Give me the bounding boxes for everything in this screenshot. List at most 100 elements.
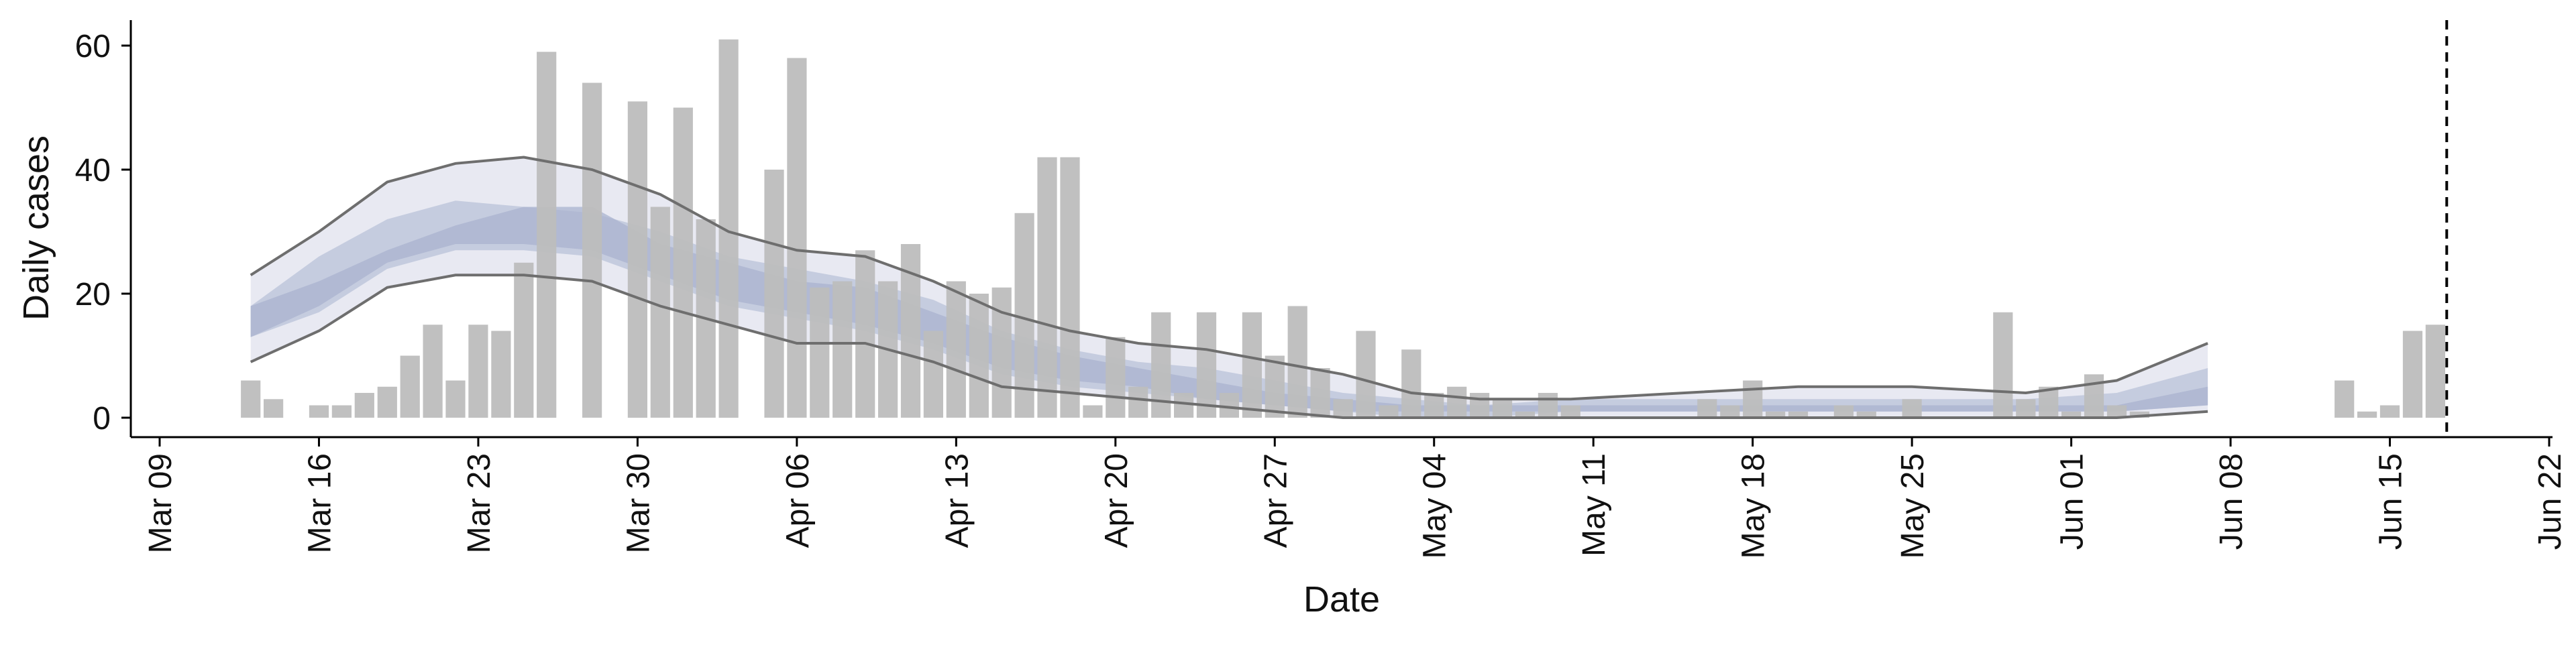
case-bar [491, 331, 511, 418]
case-bar [2106, 405, 2127, 418]
case-bar [1060, 157, 1080, 418]
case-bar [354, 393, 374, 418]
y-tick-label: 40 [75, 153, 111, 188]
case-bar [2084, 374, 2104, 418]
case-bar [1743, 380, 1763, 418]
x-tick-label: May 18 [1736, 453, 1772, 558]
interval-lines [250, 156, 2208, 419]
x-tick-label: Jun 22 [2532, 453, 2568, 550]
case-bar [1128, 386, 1148, 418]
case-bar [673, 107, 693, 418]
case-bar [1470, 393, 1490, 418]
case-bar [537, 52, 557, 418]
daily-case-bars [241, 39, 2445, 418]
case-bar [1106, 337, 1126, 418]
case-bar [2357, 411, 2377, 418]
case-bar [331, 405, 352, 418]
case-bar [1538, 393, 1558, 418]
x-tick-label: Apr 27 [1258, 453, 1293, 548]
case-bar [1720, 405, 1740, 418]
case-bar [400, 355, 420, 418]
x-axis-label: Date [1303, 579, 1380, 620]
case-bar [1856, 411, 1876, 418]
case-bar [991, 287, 1012, 418]
case-bar [1560, 405, 1580, 418]
y-tick-label: 20 [75, 277, 111, 312]
y-tick-label: 0 [93, 401, 111, 436]
x-tick-label: Jun 15 [2373, 453, 2409, 550]
case-bar [2425, 325, 2445, 418]
x-tick-label: Mar 23 [462, 453, 497, 553]
case-bar [445, 380, 466, 418]
case-bar [1219, 393, 1239, 418]
case-bar [1515, 411, 1535, 418]
case-bar [1310, 368, 1330, 418]
case-bar [377, 386, 397, 418]
case-bar [582, 82, 602, 418]
x-tick-label: May 11 [1576, 453, 1612, 556]
y-tick-label: 60 [75, 29, 111, 64]
case-bar [2402, 331, 2423, 418]
case-bar [1492, 399, 1513, 418]
case-bar [1788, 411, 1809, 418]
case-bar [923, 331, 943, 418]
upper-interval-line [250, 156, 2208, 401]
case-bar [264, 399, 284, 418]
x-ticks: Mar 09 Mar 16 Mar 23 Mar 30 Apr 06 Apr 13 Apr … [143, 437, 2568, 558]
case-bar [1697, 399, 1717, 418]
case-bar [1333, 399, 1353, 418]
x-tick-label: May 25 [1895, 453, 1931, 558]
band-middle [250, 200, 2208, 418]
lower-interval-line [250, 274, 2208, 419]
case-bar [627, 101, 647, 418]
case-bar [1447, 386, 1467, 418]
case-bar [969, 294, 989, 418]
case-bar [2379, 405, 2400, 418]
case-bar [2061, 411, 2082, 418]
x-tick-label: Mar 16 [303, 453, 338, 553]
case-bar [1902, 399, 1922, 418]
case-bar [1356, 331, 1376, 418]
case-bar [1242, 312, 1262, 418]
case-bar [1196, 312, 1217, 418]
x-tick-label: Apr 06 [780, 453, 816, 548]
case-bar [855, 250, 875, 418]
case-bar [1265, 355, 1285, 418]
x-tick-label: Jun 01 [2055, 453, 2090, 550]
case-bar [1424, 393, 1444, 418]
x-tick-label: Mar 30 [621, 453, 656, 553]
case-bar [787, 58, 807, 418]
case-bar [2129, 411, 2149, 418]
case-bar [946, 281, 966, 418]
case-bar [1083, 405, 1103, 418]
case-bar [1833, 405, 1854, 418]
case-bar [764, 170, 784, 418]
case-bar [423, 325, 443, 418]
case-bar [1287, 306, 1307, 418]
case-bar [1174, 393, 1194, 418]
case-bar [1379, 405, 1399, 418]
case-bar [2334, 380, 2355, 418]
case-bar [1766, 411, 1786, 418]
case-bar [650, 207, 670, 418]
x-tick-label: Mar 09 [143, 453, 178, 553]
case-bar [2016, 399, 2036, 418]
case-bar [514, 262, 534, 418]
case-bar [468, 325, 488, 418]
case-bar [1401, 349, 1421, 418]
x-tick-label: Jun 08 [2214, 453, 2249, 550]
case-bar [1037, 157, 1057, 418]
case-bar [833, 281, 853, 418]
x-tick-label: Apr 13 [939, 453, 975, 548]
y-ticks: 0 20 40 60 [75, 29, 131, 436]
x-tick-label: Apr 20 [1099, 453, 1134, 548]
x-tick-label: May 04 [1417, 453, 1453, 558]
y-axis-label: Daily cases [16, 135, 56, 320]
case-bar [1993, 312, 2013, 418]
case-bar [309, 405, 329, 418]
case-bar [241, 380, 261, 418]
case-bar [810, 287, 830, 418]
axes [129, 20, 2553, 438]
